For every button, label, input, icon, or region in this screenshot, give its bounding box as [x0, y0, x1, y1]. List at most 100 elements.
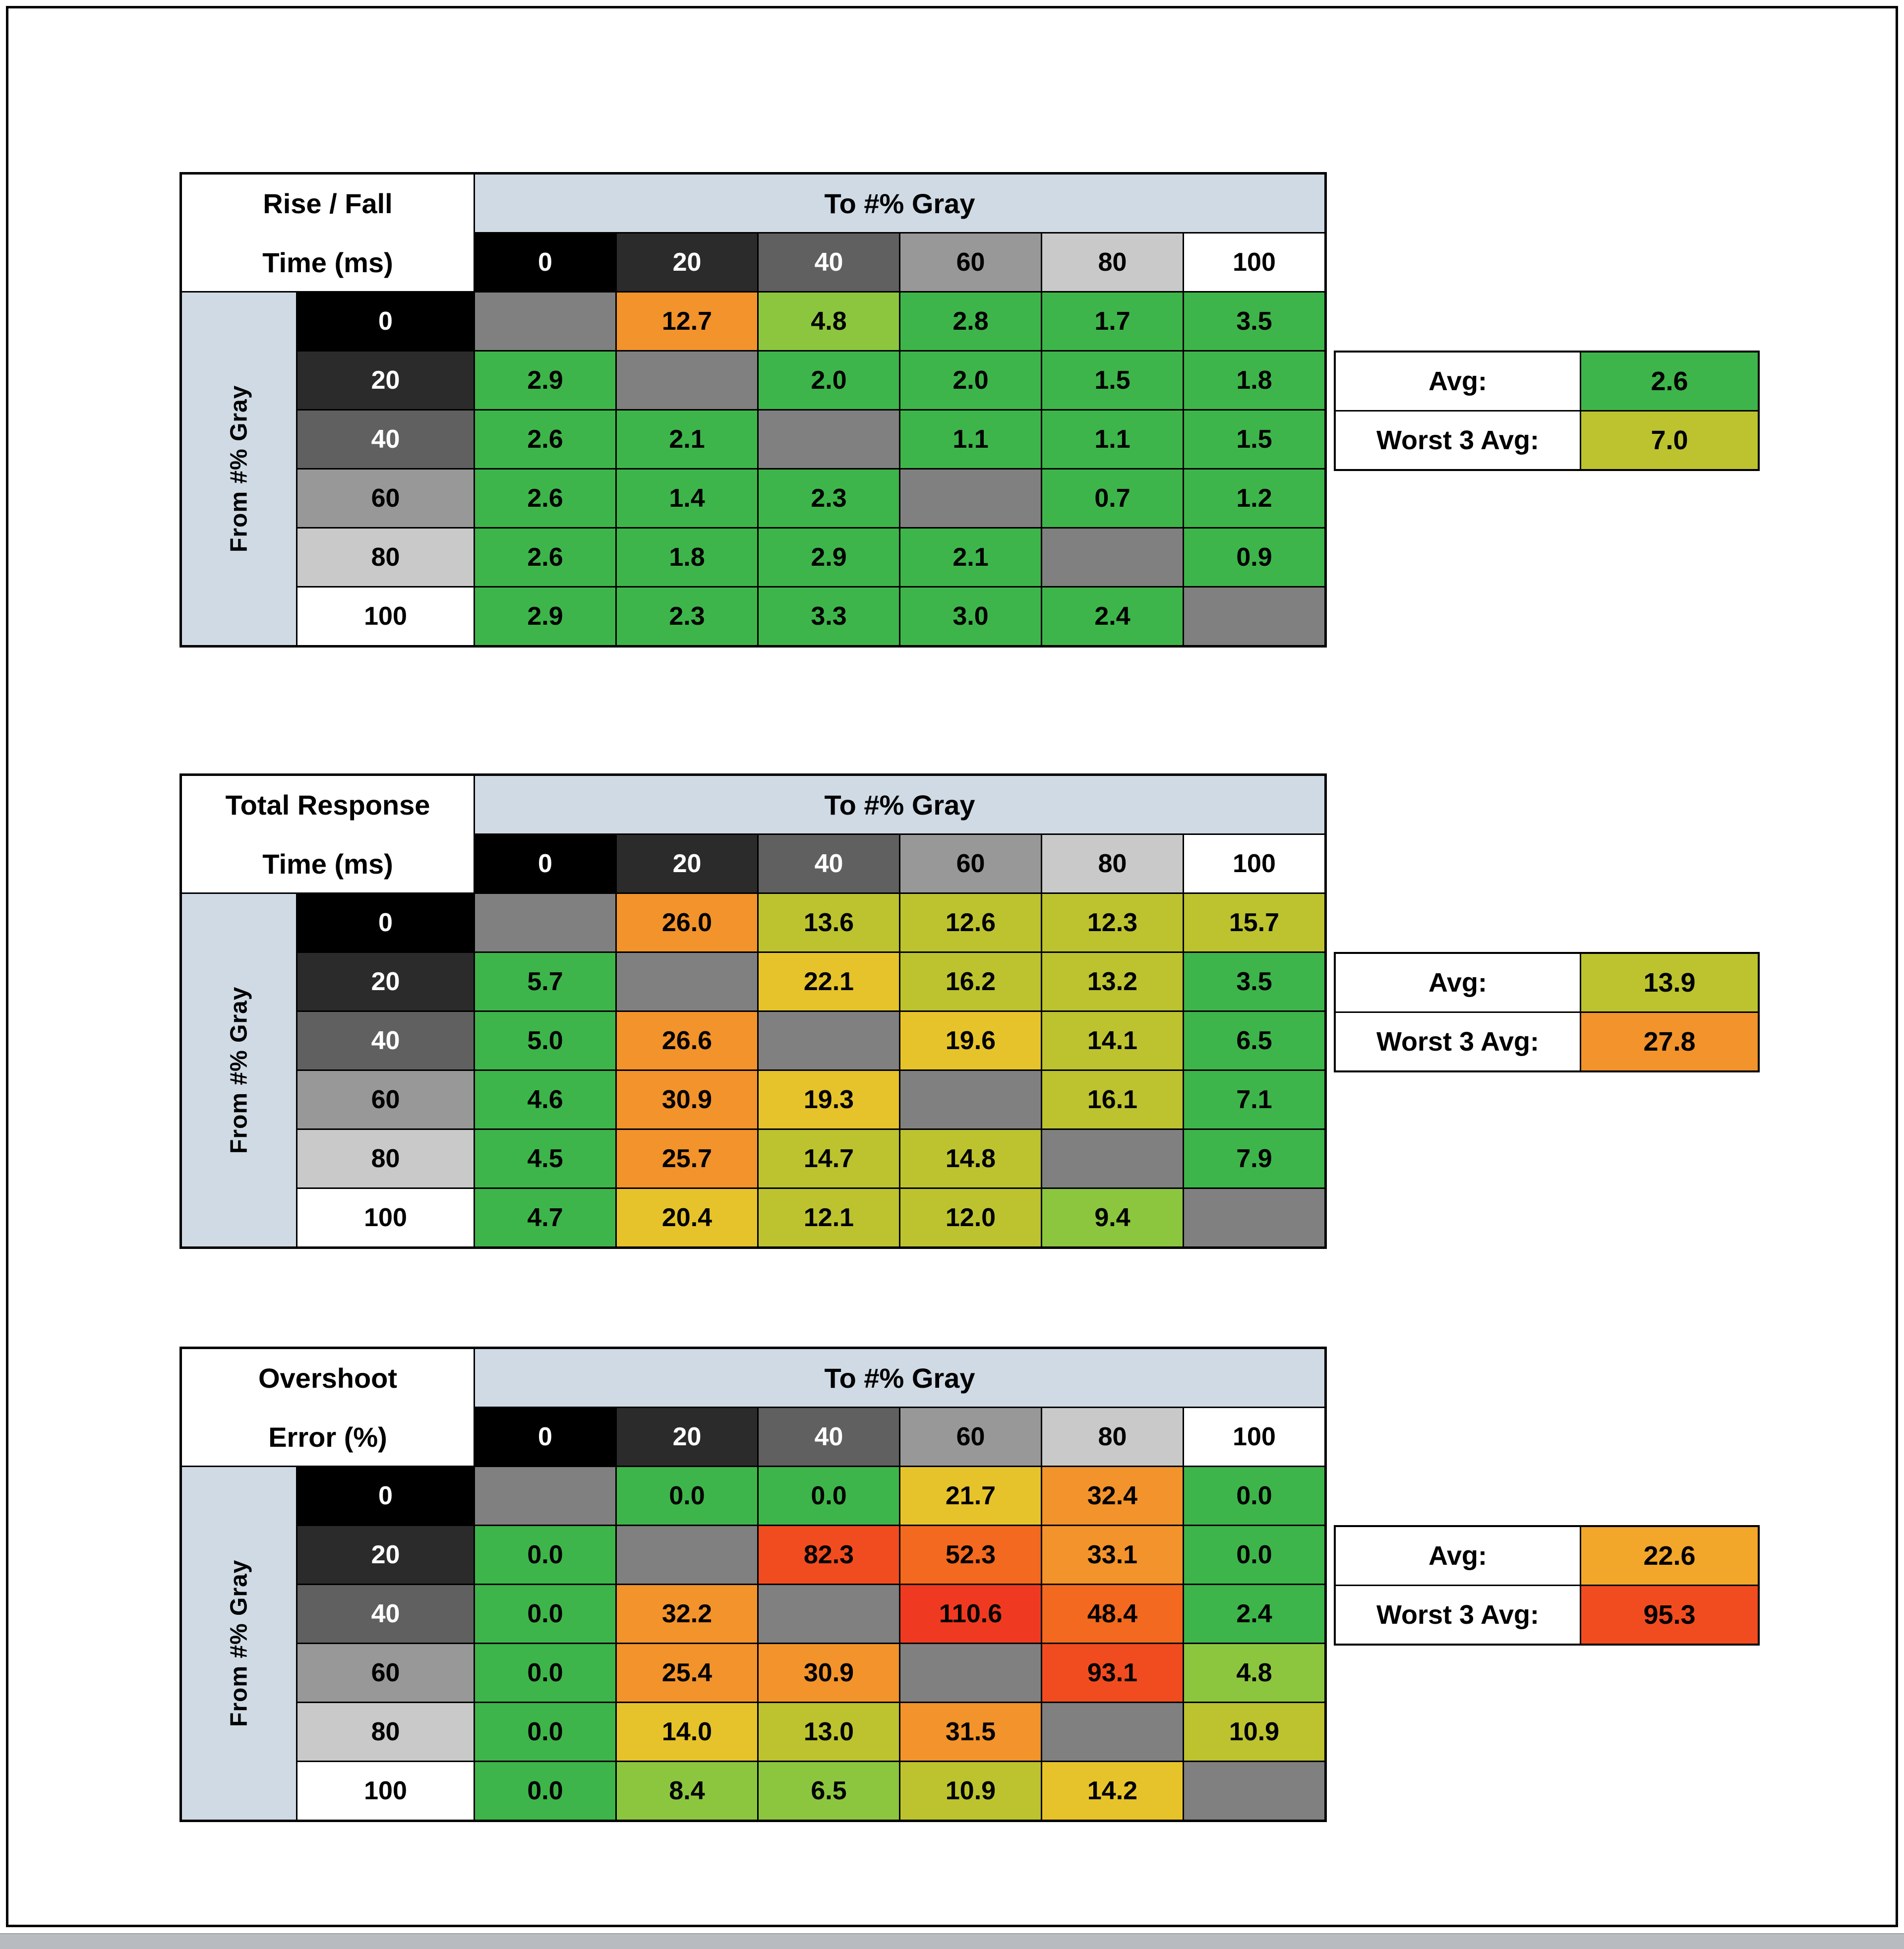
value-cell: 12.0 — [900, 1189, 1041, 1246]
col-header-20: 20 — [617, 234, 757, 291]
value-cell: 6.5 — [759, 1762, 899, 1820]
col-header-0: 0 — [475, 835, 615, 892]
worst3-avg-value: 95.3 — [1581, 1586, 1758, 1644]
value-cell: 2.0 — [900, 352, 1041, 409]
value-cell: 12.7 — [617, 293, 757, 350]
diagonal-cell — [1042, 1703, 1183, 1761]
worst3-avg-value: 27.8 — [1581, 1013, 1758, 1070]
value-cell: 8.4 — [617, 1762, 757, 1820]
value-cell: 19.6 — [900, 1012, 1041, 1069]
diagonal-cell — [1042, 529, 1183, 586]
row-label-80: 80 — [298, 529, 474, 586]
worst3-avg-label: Worst 3 Avg: — [1336, 1586, 1580, 1644]
value-cell: 7.1 — [1184, 1071, 1324, 1128]
value-cell: 14.7 — [759, 1130, 899, 1187]
value-cell: 2.1 — [900, 529, 1041, 586]
value-cell: 1.8 — [617, 529, 757, 586]
row-label-20: 20 — [298, 352, 474, 409]
value-cell: 2.6 — [475, 411, 615, 468]
value-cell: 14.1 — [1042, 1012, 1183, 1069]
total-response-summary: Avg: 13.9 Worst 3 Avg: 27.8 — [1334, 952, 1760, 1072]
diagonal-cell — [759, 1012, 899, 1069]
col-header-0: 0 — [475, 234, 615, 291]
diagonal-cell — [475, 293, 615, 350]
overshoot-grid: Overshoot Error (%) To #% Gray 0 20 40 60 80 100… — [179, 1347, 1327, 1822]
col-header-60: 60 — [900, 835, 1041, 892]
row-label-100: 100 — [298, 588, 474, 645]
col-header-100: 100 — [1184, 234, 1324, 291]
avg-value: 2.6 — [1581, 353, 1758, 410]
diagonal-cell — [759, 411, 899, 468]
value-cell: 7.9 — [1184, 1130, 1324, 1187]
value-cell: 4.5 — [475, 1130, 615, 1187]
value-cell: 14.2 — [1042, 1762, 1183, 1820]
col-header-40: 40 — [759, 835, 899, 892]
to-gray-banner: To #% Gray — [475, 1349, 1324, 1407]
value-cell: 26.6 — [617, 1012, 757, 1069]
value-cell: 1.1 — [900, 411, 1041, 468]
value-cell: 2.0 — [759, 352, 899, 409]
value-cell: 0.0 — [759, 1467, 899, 1525]
row-label-0: 0 — [298, 1467, 474, 1525]
value-cell: 6.5 — [1184, 1012, 1324, 1069]
row-label-40: 40 — [298, 411, 474, 468]
value-cell: 12.6 — [900, 894, 1041, 951]
row-label-40: 40 — [298, 1012, 474, 1069]
diagonal-cell — [475, 894, 615, 951]
table-title: Total Response Time (ms) — [181, 775, 475, 893]
value-cell: 5.7 — [475, 953, 615, 1010]
horizontal-scrollbar-track[interactable] — [0, 1933, 1904, 1949]
value-cell: 2.4 — [1042, 588, 1183, 645]
value-cell: 0.0 — [1184, 1467, 1324, 1525]
avg-label: Avg: — [1336, 954, 1580, 1011]
value-cell: 93.1 — [1042, 1644, 1183, 1702]
value-cell: 10.9 — [1184, 1703, 1324, 1761]
diagonal-cell — [900, 1644, 1041, 1702]
value-cell: 0.0 — [617, 1467, 757, 1525]
diagonal-cell — [1184, 588, 1324, 645]
value-cell: 1.1 — [1042, 411, 1183, 468]
row-label-60: 60 — [298, 1644, 474, 1702]
value-cell: 5.0 — [475, 1012, 615, 1069]
value-cell: 3.5 — [1184, 293, 1324, 350]
value-cell: 25.7 — [617, 1130, 757, 1187]
diagonal-cell — [617, 352, 757, 409]
row-label-20: 20 — [298, 1526, 474, 1584]
value-cell: 1.5 — [1184, 411, 1324, 468]
col-header-100: 100 — [1184, 835, 1324, 892]
row-label-60: 60 — [298, 470, 474, 527]
from-gray-banner: From #% Gray — [182, 293, 296, 645]
row-label-60: 60 — [298, 1071, 474, 1128]
value-cell: 3.5 — [1184, 953, 1324, 1010]
worst3-avg-label: Worst 3 Avg: — [1336, 412, 1580, 469]
avg-value: 22.6 — [1581, 1527, 1758, 1585]
row-label-20: 20 — [298, 953, 474, 1010]
col-header-40: 40 — [759, 234, 899, 291]
value-cell: 13.6 — [759, 894, 899, 951]
value-cell: 2.9 — [759, 529, 899, 586]
value-cell: 3.3 — [759, 588, 899, 645]
value-cell: 12.1 — [759, 1189, 899, 1246]
table-title-line2: Error (%) — [268, 1421, 387, 1453]
value-cell: 2.3 — [759, 470, 899, 527]
table-title-line2: Time (ms) — [262, 848, 393, 880]
value-cell: 0.0 — [475, 1703, 615, 1761]
value-cell: 0.0 — [1184, 1526, 1324, 1584]
row-label-0: 0 — [298, 293, 474, 350]
col-header-80: 80 — [1042, 1408, 1183, 1466]
table-title-line1: Rise / Fall — [263, 187, 393, 219]
rise-fall-time-table: Rise / Fall Time (ms) To #% Gray 0 20 40 60 80 1… — [179, 172, 1760, 648]
value-cell: 2.4 — [1184, 1585, 1324, 1643]
worst3-avg-label: Worst 3 Avg: — [1336, 1013, 1580, 1070]
value-cell: 1.4 — [617, 470, 757, 527]
value-cell: 4.6 — [475, 1071, 615, 1128]
row-label-100: 100 — [298, 1762, 474, 1820]
diagonal-cell — [900, 470, 1041, 527]
total-response-time-table: Total Response Time (ms) To #% Gray 0 20 40 60… — [179, 773, 1760, 1249]
worst3-avg-value: 7.0 — [1581, 412, 1758, 469]
col-header-100: 100 — [1184, 1408, 1324, 1466]
diagonal-cell — [475, 1467, 615, 1525]
value-cell: 14.0 — [617, 1703, 757, 1761]
value-cell: 82.3 — [759, 1526, 899, 1584]
value-cell: 0.0 — [475, 1526, 615, 1584]
